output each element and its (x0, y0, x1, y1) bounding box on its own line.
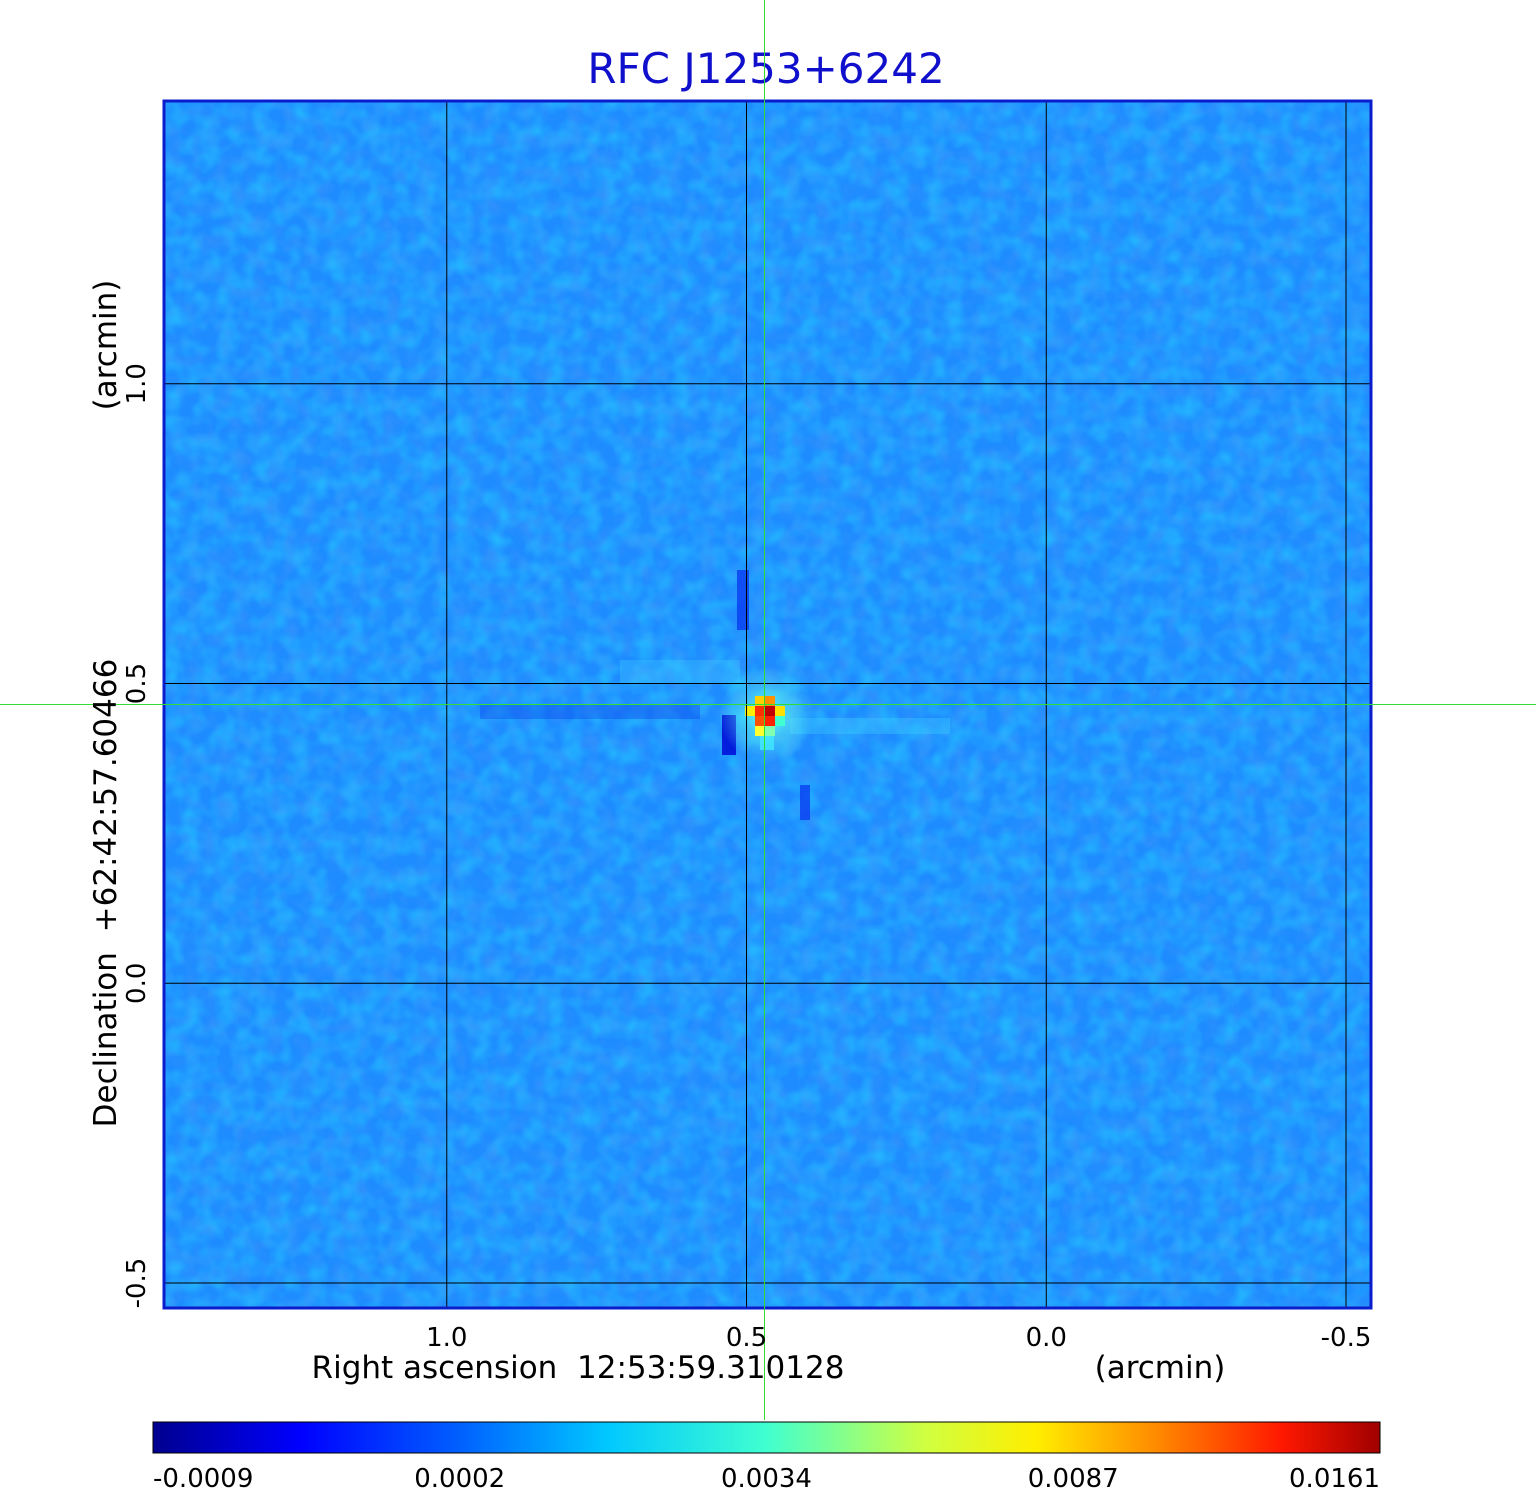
y-tick-labels: -0.5 0.0 0.5 1.0 (122, 363, 152, 1308)
y-tick-label-1: 0.0 (122, 963, 152, 1004)
x-tick-label-0: 1.0 (426, 1323, 467, 1353)
y-axis-label: Declination +62:42:57.60466 (88, 659, 124, 1128)
colorbar-label-3: 0.0087 (1028, 1464, 1119, 1494)
crosshair (0, 0, 1536, 1420)
colorbar-label-2: 0.0034 (721, 1464, 812, 1494)
colorbar-gradient (152, 1421, 1381, 1454)
x-tick-label-3: -0.5 (1321, 1323, 1372, 1353)
chart-title: RFC J1253+6242 (587, 44, 944, 93)
colorbar-label-4: 0.0161 (1289, 1464, 1380, 1494)
x-axis-label: Right ascension 12:53:59.310128 (312, 1350, 845, 1386)
colorbar-label-1: 0.0002 (414, 1464, 505, 1494)
x-tick-labels: 1.0 0.5 0.0 -0.5 (426, 1323, 1371, 1353)
colorbar-label-0: -0.0009 (153, 1464, 253, 1494)
x-tick-label-2: 0.0 (1026, 1323, 1067, 1353)
x-axis-unit: (arcmin) (1095, 1350, 1226, 1386)
x-tick-label-1: 0.5 (726, 1323, 767, 1353)
y-tick-label-0: -0.5 (122, 1258, 152, 1309)
colorbar: -0.0009 0.0002 0.0034 0.0087 0.0161 (152, 1421, 1381, 1494)
y-tick-label-2: 0.5 (122, 663, 152, 704)
y-tick-label-3: 1.0 (122, 363, 152, 404)
colorbar-labels: -0.0009 0.0002 0.0034 0.0087 0.0161 (153, 1464, 1380, 1494)
source-peak[interactable] (745, 696, 785, 750)
y-axis-unit: (arcmin) (88, 280, 124, 411)
